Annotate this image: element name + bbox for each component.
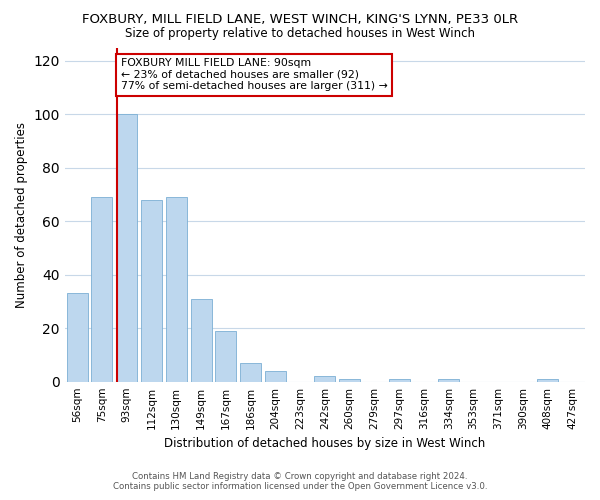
Bar bbox=[141, 200, 162, 382]
Bar bbox=[166, 197, 187, 382]
Text: Contains HM Land Registry data © Crown copyright and database right 2024.
Contai: Contains HM Land Registry data © Crown c… bbox=[113, 472, 487, 491]
Bar bbox=[389, 379, 410, 382]
Bar bbox=[215, 331, 236, 382]
Text: FOXBURY MILL FIELD LANE: 90sqm
← 23% of detached houses are smaller (92)
77% of : FOXBURY MILL FIELD LANE: 90sqm ← 23% of … bbox=[121, 58, 387, 92]
Text: Size of property relative to detached houses in West Winch: Size of property relative to detached ho… bbox=[125, 28, 475, 40]
Bar bbox=[67, 294, 88, 382]
Bar bbox=[265, 371, 286, 382]
X-axis label: Distribution of detached houses by size in West Winch: Distribution of detached houses by size … bbox=[164, 437, 485, 450]
Bar bbox=[438, 379, 459, 382]
Bar bbox=[314, 376, 335, 382]
Bar bbox=[240, 363, 261, 382]
Text: FOXBURY, MILL FIELD LANE, WEST WINCH, KING'S LYNN, PE33 0LR: FOXBURY, MILL FIELD LANE, WEST WINCH, KI… bbox=[82, 12, 518, 26]
Bar bbox=[191, 299, 212, 382]
Bar bbox=[339, 379, 360, 382]
Bar bbox=[116, 114, 137, 382]
Bar bbox=[91, 197, 112, 382]
Bar bbox=[538, 379, 559, 382]
Y-axis label: Number of detached properties: Number of detached properties bbox=[15, 122, 28, 308]
